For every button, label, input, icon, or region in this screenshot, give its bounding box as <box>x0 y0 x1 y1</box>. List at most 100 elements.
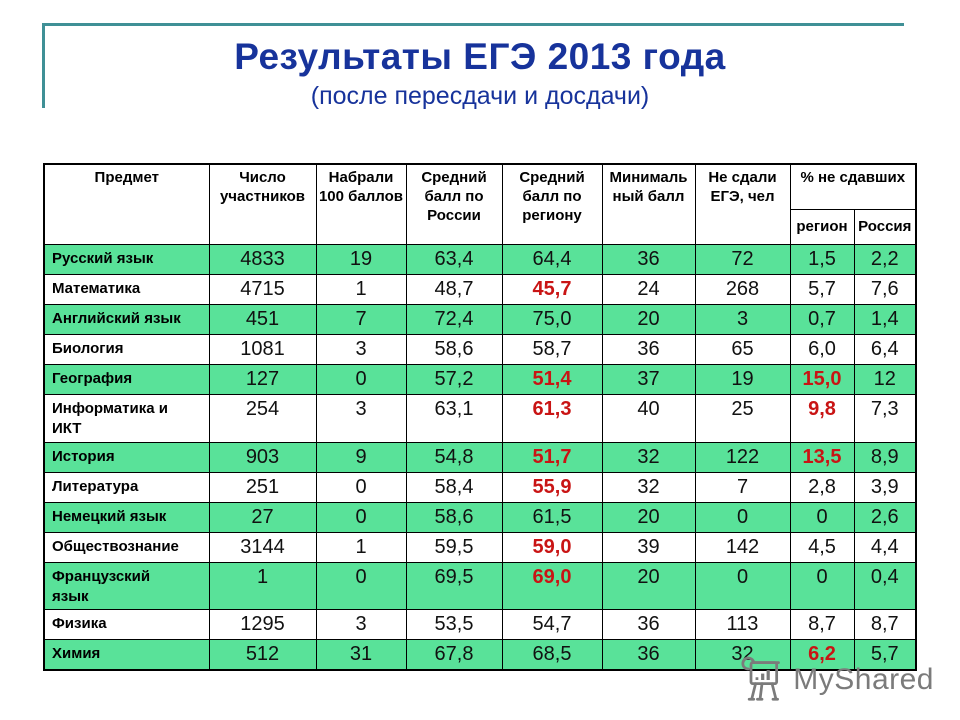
value-cell: 20 <box>601 561 696 610</box>
value-cell: 2,2 <box>853 244 917 275</box>
value-cell: 32 <box>601 471 696 503</box>
value-cell: 61,3 <box>501 394 603 443</box>
subject-cell: Немецкий язык <box>43 501 210 533</box>
value-cell: 24 <box>601 274 696 305</box>
value-cell: 36 <box>601 639 696 671</box>
page-title: Результаты ЕГЭ 2013 года <box>234 36 726 77</box>
value-cell: 4,4 <box>853 531 917 563</box>
table-row: Литература 251 0 58,4 55,9 32 7 2,8 3,9 <box>43 471 917 503</box>
value-cell: 251 <box>208 471 317 503</box>
value-cell: 1,4 <box>853 304 917 335</box>
value-cell: 0 <box>315 501 407 533</box>
value-cell: 25 <box>694 394 791 443</box>
value-cell: 3 <box>315 334 407 365</box>
value-cell: 58,4 <box>405 471 503 503</box>
left-accent-line <box>42 23 45 108</box>
value-cell: 75,0 <box>501 304 603 335</box>
value-cell: 36 <box>601 609 696 640</box>
value-cell: 20 <box>601 304 696 335</box>
myshared-logo-text: MyShared <box>793 663 934 696</box>
value-cell: 63,1 <box>405 394 503 443</box>
header-row: Предмет Число участников Набрали 100 бал… <box>43 163 917 245</box>
value-cell: 0,4 <box>853 561 917 610</box>
table-row: География 127 0 57,2 51,4 37 19 15,0 12 <box>43 364 917 395</box>
table-row: Немецкий язык 27 0 58,6 61,5 20 0 0 2,6 <box>43 501 917 533</box>
value-cell: 0 <box>789 501 855 533</box>
table-row: Русский язык 4833 19 63,4 64,4 36 72 1,5 2,2 <box>43 244 917 275</box>
value-cell: 3 <box>694 304 791 335</box>
value-cell: 9 <box>315 441 407 473</box>
value-cell: 36 <box>601 244 696 275</box>
value-cell: 1,5 <box>789 244 855 275</box>
subject-cell: Физика <box>43 609 210 640</box>
table-row: Английский язык 451 7 72,4 75,0 20 3 0,7 1,4 <box>43 304 917 335</box>
value-cell: 72 <box>694 244 791 275</box>
col-header-min-score: Минималь ный балл <box>601 163 696 245</box>
value-cell: 51,4 <box>501 364 603 395</box>
value-cell: 58,7 <box>501 334 603 365</box>
myshared-watermark: MyShared <box>740 656 934 704</box>
value-cell: 8,7 <box>789 609 855 640</box>
value-cell: 4715 <box>208 274 317 305</box>
value-cell: 58,6 <box>405 501 503 533</box>
value-cell: 2,8 <box>789 471 855 503</box>
subject-cell: Русский язык <box>43 244 210 275</box>
subject-cell: Английский язык <box>43 304 210 335</box>
results-table: Предмет Число участников Набрали 100 бал… <box>43 163 918 671</box>
value-cell: 127 <box>208 364 317 395</box>
value-cell: 6,2 <box>789 639 855 671</box>
value-cell: 58,6 <box>405 334 503 365</box>
value-cell: 39 <box>601 531 696 563</box>
value-cell: 1081 <box>208 334 317 365</box>
value-cell: 5,7 <box>853 639 917 671</box>
value-cell: 113 <box>694 609 791 640</box>
col-header-avg-region: Средний балл по региону <box>501 163 603 245</box>
value-cell: 0,7 <box>789 304 855 335</box>
value-cell: 0 <box>315 471 407 503</box>
col-header-pct-russia: Россия <box>853 209 917 245</box>
table-row: Французский язык 1 0 69,5 69,0 20 0 0 0,4 <box>43 561 917 610</box>
value-cell: 268 <box>694 274 791 305</box>
value-cell: 40 <box>601 394 696 443</box>
col-header-avg-russia: Средний балл по России <box>405 163 503 245</box>
subject-cell: Обществознание <box>43 531 210 563</box>
sub-header-row: регион Россия <box>44 209 917 245</box>
value-cell: 54,8 <box>405 441 503 473</box>
value-cell: 72,4 <box>405 304 503 335</box>
value-cell: 51,7 <box>501 441 603 473</box>
value-cell: 67,8 <box>405 639 503 671</box>
value-cell: 1 <box>315 531 407 563</box>
table-row: Химия 512 31 67,8 68,5 36 32 6,2 5,7 <box>43 639 917 671</box>
value-cell: 3 <box>315 394 407 443</box>
subject-cell: Математика <box>43 274 210 305</box>
subject-cell: Биология <box>43 334 210 365</box>
results-table-head: Предмет Число участников Набрали 100 бал… <box>43 163 917 245</box>
table-row: Биология 1081 3 58,6 58,7 36 65 6,0 6,4 <box>43 334 917 365</box>
col-header-pct-region: регион <box>789 209 855 245</box>
table-row: Математика 4715 1 48,7 45,7 24 268 5,7 7,6 <box>43 274 917 305</box>
value-cell: 0 <box>694 561 791 610</box>
value-cell: 6,4 <box>853 334 917 365</box>
subject-cell: География <box>43 364 210 395</box>
value-cell: 27 <box>208 501 317 533</box>
value-cell: 3,9 <box>853 471 917 503</box>
value-cell: 1295 <box>208 609 317 640</box>
value-cell: 32 <box>694 639 791 671</box>
col-header-pct-failed: % не сдавших <box>789 163 917 210</box>
value-cell: 68,5 <box>501 639 603 671</box>
value-cell: 1 <box>208 561 317 610</box>
value-cell: 122 <box>694 441 791 473</box>
value-cell: 37 <box>601 364 696 395</box>
value-cell: 48,7 <box>405 274 503 305</box>
value-cell: 1 <box>315 274 407 305</box>
value-cell: 4833 <box>208 244 317 275</box>
value-cell: 3 <box>315 609 407 640</box>
value-cell: 13,5 <box>789 441 855 473</box>
value-cell: 451 <box>208 304 317 335</box>
top-accent-line <box>42 23 904 26</box>
value-cell: 45,7 <box>501 274 603 305</box>
value-cell: 69,5 <box>405 561 503 610</box>
value-cell: 8,9 <box>853 441 917 473</box>
value-cell: 69,0 <box>501 561 603 610</box>
value-cell: 61,5 <box>501 501 603 533</box>
